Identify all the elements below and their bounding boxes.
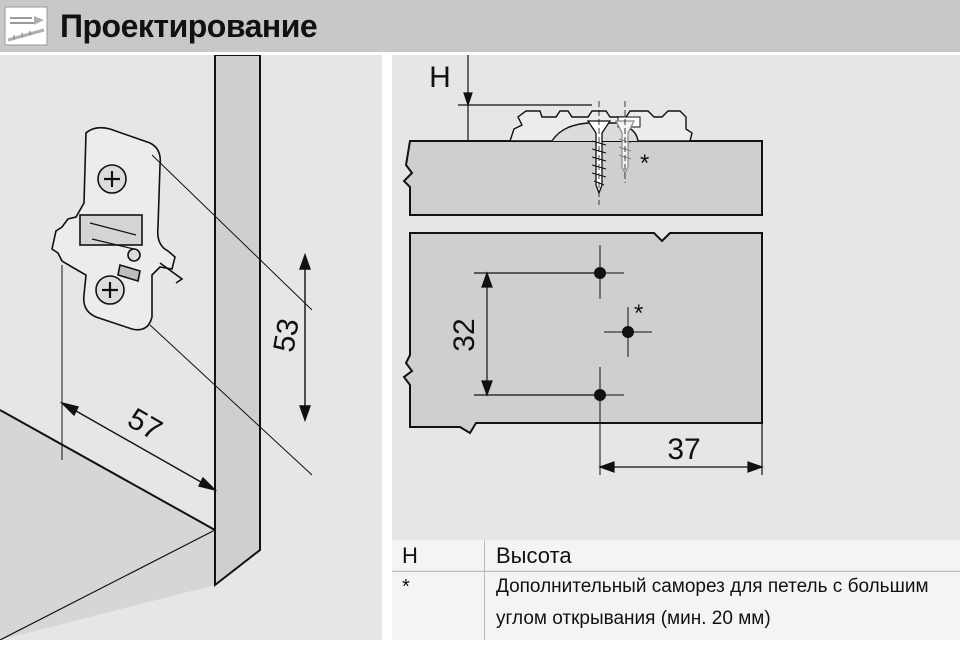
dimension-57-line [59,401,218,492]
asterisk-side-label: * [640,150,649,177]
mounting-plate [51,126,184,331]
legend-column-divider [484,540,485,640]
legend-text-continued: углом открывания (мин. 20 мм) [496,608,771,629]
dimension-53-label: 53 [267,316,305,355]
isometric-view-panel: 53 57 [0,54,382,641]
asterisk-front-label: * [634,300,643,327]
side-front-drawing: H * [402,55,764,475]
page-title: Проектирование [60,8,318,44]
drill-hole-optional [604,307,652,357]
screw-additional [615,101,635,183]
cabinet-bottom [0,410,215,640]
legend-row-height: H Высота [392,540,960,570]
dimension-53-line [299,252,311,423]
drill-hole-top [576,245,624,299]
extension-lines [61,154,313,547]
dimension-32-line [474,271,596,397]
page-header: Проектирование [0,0,960,52]
h-dimension-label: H [429,61,451,94]
legend-divider [392,571,960,572]
legend-row-asterisk: * Дополнительный саморез для петель с бо… [392,572,960,640]
dimension-37-label: 37 [667,433,700,466]
board-front-view [402,232,763,435]
legend-table: H Высота * Дополнительный саморез для пе… [392,540,960,640]
legend-symbol: H [402,543,418,568]
board-section-top [402,140,763,216]
screw-main [586,101,612,205]
legend-symbol: * [402,576,410,598]
ruler-pencil-icon [4,6,48,46]
legend-text: Дополнительный саморез для петель с боль… [496,576,929,597]
isometric-drawing: 53 57 [0,54,313,641]
cabinet-side-panel [214,54,261,588]
dimension-37-line [598,423,764,475]
legend-text: Высота [496,543,572,568]
dimension-32-label: 32 [448,318,481,351]
